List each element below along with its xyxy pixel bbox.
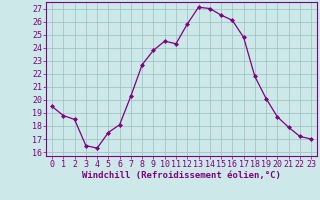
- X-axis label: Windchill (Refroidissement éolien,°C): Windchill (Refroidissement éolien,°C): [82, 171, 281, 180]
